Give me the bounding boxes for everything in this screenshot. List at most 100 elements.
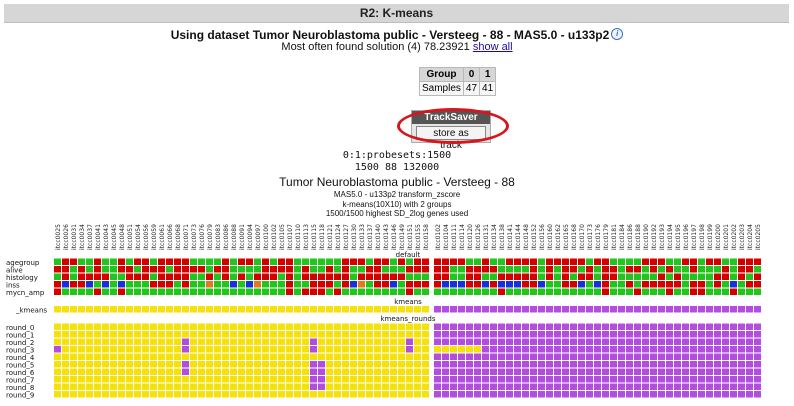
sample-label: itcc0146 bbox=[391, 224, 398, 250]
heatmap-cell bbox=[634, 323, 641, 330]
heatmap-cell bbox=[86, 376, 93, 383]
heatmap-cell bbox=[698, 391, 705, 398]
heatmap-cell bbox=[374, 323, 381, 330]
track-label: round_9 bbox=[6, 392, 34, 400]
heatmap-cell bbox=[450, 338, 457, 345]
heatmap-cell bbox=[246, 391, 253, 398]
heatmap-cell bbox=[442, 266, 449, 273]
heatmap-cell bbox=[358, 331, 365, 338]
heatmap-cell bbox=[134, 376, 141, 383]
heatmap-cell bbox=[434, 281, 441, 288]
heatmap-cell bbox=[498, 376, 505, 383]
heatmap-cell bbox=[134, 383, 141, 390]
sample-label: itcc0102 bbox=[435, 224, 442, 250]
heatmap-cell bbox=[102, 331, 109, 338]
heatmap-cell bbox=[278, 323, 285, 330]
heatmap-cell bbox=[406, 306, 413, 313]
heatmap-cell bbox=[414, 288, 421, 295]
heatmap-cell bbox=[498, 273, 505, 280]
sample-label: itcc0076 bbox=[199, 224, 206, 250]
heatmap-cell bbox=[506, 258, 513, 265]
heatmap-cell bbox=[174, 288, 181, 295]
heatmap-cell bbox=[554, 353, 561, 360]
sample-label: itcc0148 bbox=[523, 224, 530, 250]
heatmap-cell bbox=[86, 331, 93, 338]
heatmap-cell bbox=[422, 346, 429, 353]
heatmap-cell bbox=[642, 361, 649, 368]
sample-label: itcc0031 bbox=[71, 224, 78, 250]
heatmap-cell bbox=[126, 281, 133, 288]
heatmap-cell bbox=[94, 266, 101, 273]
heatmap-cell bbox=[626, 323, 633, 330]
heatmap-cell bbox=[722, 266, 729, 273]
heatmap-cell bbox=[310, 266, 317, 273]
heatmap-cell bbox=[230, 281, 237, 288]
heatmap-cell bbox=[706, 273, 713, 280]
sample-label: itcc0105 bbox=[279, 224, 286, 250]
heatmap-cell bbox=[738, 266, 745, 273]
heatmap-cell bbox=[706, 368, 713, 375]
show-all-link[interactable]: show all bbox=[472, 41, 513, 53]
heatmap-cell bbox=[570, 346, 577, 353]
heatmap-cell bbox=[634, 273, 641, 280]
heatmap-cell bbox=[270, 288, 277, 295]
heatmap-cell bbox=[310, 281, 317, 288]
heatmap-cell bbox=[278, 368, 285, 375]
heatmap-cell bbox=[126, 338, 133, 345]
heatmap-cell bbox=[642, 376, 649, 383]
heatmap-cell bbox=[706, 306, 713, 313]
heatmap-cell bbox=[746, 331, 753, 338]
heatmap-title: Tumor Neuroblastoma public - Versteeg - … bbox=[279, 175, 515, 189]
heatmap-cell bbox=[618, 331, 625, 338]
heatmap-cell bbox=[706, 281, 713, 288]
heatmap-cell bbox=[698, 323, 705, 330]
store-as-track-button[interactable]: store as track bbox=[416, 126, 486, 151]
heatmap-cell bbox=[422, 338, 429, 345]
heatmap-cell bbox=[262, 266, 269, 273]
heatmap-cell bbox=[482, 391, 489, 398]
dataset-line: Using dataset Tumor Neuroblastoma public… bbox=[0, 28, 794, 42]
heatmap-cell bbox=[730, 273, 737, 280]
heatmap-cell bbox=[342, 353, 349, 360]
sample-label: itcc0088 bbox=[231, 224, 238, 250]
heatmap-cell bbox=[658, 306, 665, 313]
heatmap-cell bbox=[514, 391, 521, 398]
heatmap-cell bbox=[666, 306, 673, 313]
heatmap-cell bbox=[522, 338, 529, 345]
heatmap-cell bbox=[658, 383, 665, 390]
heatmap-cell bbox=[214, 266, 221, 273]
heatmap-cell bbox=[722, 368, 729, 375]
heatmap-cell bbox=[230, 331, 237, 338]
sample-label: itcc0066 bbox=[167, 224, 174, 250]
heatmap-cell bbox=[498, 306, 505, 313]
heatmap-cell bbox=[414, 331, 421, 338]
sample-label: itcc0034 bbox=[79, 224, 86, 250]
heatmap-cell bbox=[594, 281, 601, 288]
info-icon[interactable]: i bbox=[611, 28, 624, 40]
heatmap-cell bbox=[78, 281, 85, 288]
heatmap-cell bbox=[310, 258, 317, 265]
heatmap-cell bbox=[554, 368, 561, 375]
heatmap-cell bbox=[238, 368, 245, 375]
heatmap-cell bbox=[562, 323, 569, 330]
heatmap-cell bbox=[118, 383, 125, 390]
heatmap-cell bbox=[706, 376, 713, 383]
heatmap-cell bbox=[690, 273, 697, 280]
sample-label: itcc0151 bbox=[407, 224, 414, 250]
heatmap-cell bbox=[374, 288, 381, 295]
heatmap-cell bbox=[150, 273, 157, 280]
sample-label: itcc0133 bbox=[359, 224, 366, 250]
heatmap-cell bbox=[578, 266, 585, 273]
heatmap-cell bbox=[342, 288, 349, 295]
heatmap-cell bbox=[214, 346, 221, 353]
heatmap-cell bbox=[182, 346, 189, 353]
heatmap-cell bbox=[706, 353, 713, 360]
heatmap-cell bbox=[626, 331, 633, 338]
heatmap-cell bbox=[78, 361, 85, 368]
heatmap-cell bbox=[374, 281, 381, 288]
heatmap-cell bbox=[318, 353, 325, 360]
heatmap-cell bbox=[618, 288, 625, 295]
heatmap-cell bbox=[466, 258, 473, 265]
heatmap-cell bbox=[738, 346, 745, 353]
heatmap-cell bbox=[126, 368, 133, 375]
